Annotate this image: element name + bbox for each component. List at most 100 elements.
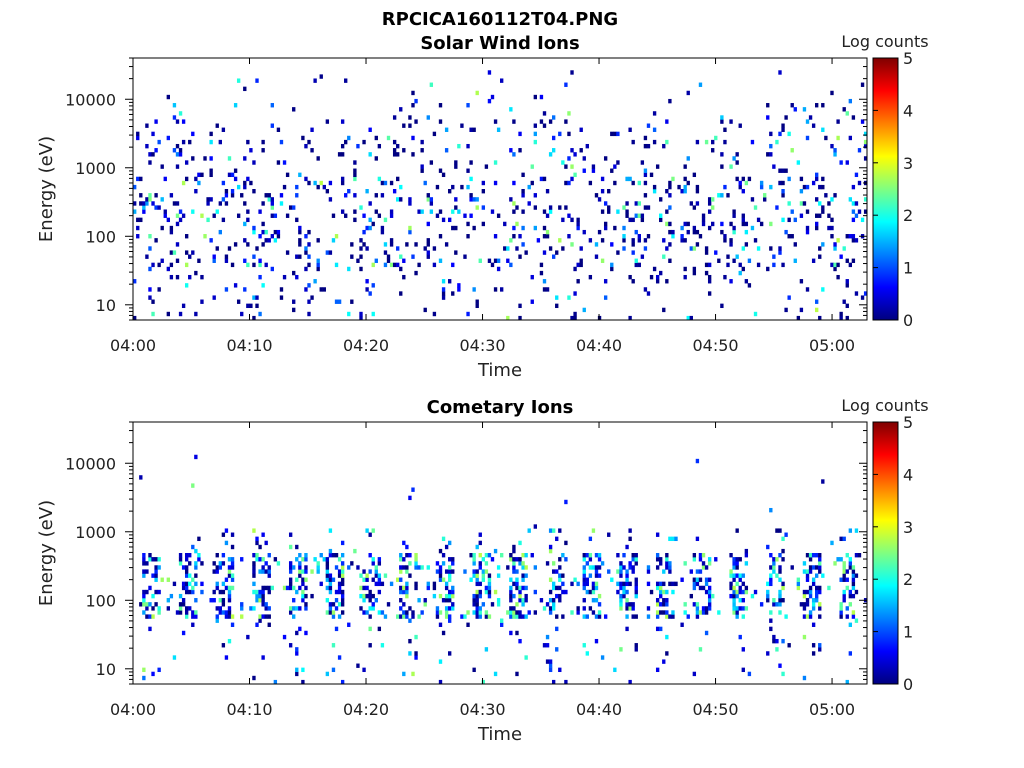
spectrogram-cell <box>680 238 684 243</box>
spectrogram-cell <box>396 197 400 202</box>
spectrogram-cell <box>475 593 479 599</box>
spectrogram-cell <box>585 577 589 582</box>
spectrogram-cell <box>692 553 697 558</box>
spectrogram-cell <box>365 246 369 251</box>
spectrogram-cell <box>469 577 473 582</box>
spectrogram-cell <box>808 614 813 619</box>
spectrogram-cell <box>380 229 385 235</box>
spectrogram-cell <box>600 209 605 214</box>
spectrogram-cell <box>426 254 430 259</box>
spectrogram-cell <box>255 557 259 562</box>
spectrogram-cell <box>839 557 843 562</box>
spectrogram-cell <box>227 585 232 591</box>
spectrogram-cell <box>659 217 663 223</box>
spectrogram-cell <box>815 565 819 570</box>
spectrogram-cell <box>839 577 843 582</box>
y-axis-label: Energy (eV) <box>36 500 57 606</box>
spectrogram-cell <box>643 238 648 243</box>
spectrogram-cell <box>659 610 663 615</box>
spectrogram-cell <box>408 225 412 231</box>
spectrogram-cell <box>481 189 486 194</box>
spectrogram-cell <box>778 168 782 173</box>
spectrogram-cell <box>512 569 516 574</box>
spectrogram-cell <box>435 614 440 619</box>
spectrogram-cell <box>307 229 311 235</box>
spectrogram-cell <box>316 258 320 263</box>
spectrogram-cell <box>396 143 400 149</box>
spectrogram-cell <box>790 209 794 214</box>
spectrogram-cell <box>246 139 250 145</box>
spectrogram-cell <box>414 565 418 570</box>
x-tick-label: 04:40 <box>576 336 622 355</box>
spectrogram-cell <box>316 565 320 570</box>
spectrogram-cell <box>649 172 654 178</box>
x-tick-label: 04:40 <box>576 700 622 719</box>
spectrogram-cell <box>307 180 311 186</box>
spectrogram-cell <box>787 643 791 648</box>
spectrogram-cell <box>692 602 697 607</box>
spectrogram-cell <box>328 528 333 533</box>
spectrogram-cell <box>655 565 660 570</box>
plot-area <box>132 57 868 321</box>
spectrogram-cell <box>322 184 326 190</box>
spectrogram-cell <box>787 201 791 206</box>
spectrogram-cell <box>172 103 177 108</box>
spectrogram-cell <box>512 234 516 239</box>
spectrogram-cell <box>255 303 259 309</box>
spectrogram-cell <box>191 614 195 619</box>
spectrogram-cell <box>441 172 446 178</box>
spectrogram-cell <box>243 180 247 186</box>
spectrogram-cell <box>741 614 745 619</box>
spectrogram-cell <box>585 561 589 566</box>
spectrogram-cell <box>573 152 577 157</box>
spectrogram-cell <box>368 532 372 537</box>
spectrogram-cell <box>194 610 198 615</box>
spectrogram-cell <box>610 168 614 173</box>
spectrogram-cell <box>518 148 522 153</box>
spectrogram-cell <box>665 119 669 124</box>
spectrogram-cell <box>175 213 180 218</box>
spectrogram-cell <box>802 602 807 607</box>
spectrogram-cell <box>469 213 473 218</box>
spectrogram-cell <box>288 205 293 210</box>
spectrogram-cell <box>851 593 856 599</box>
spectrogram-cell <box>200 213 204 218</box>
spectrogram-cell <box>536 238 541 243</box>
spectrogram-cell <box>738 589 742 595</box>
spectrogram-cell <box>821 103 825 108</box>
spectrogram-cell <box>509 197 513 202</box>
spectrogram-cell <box>374 569 378 574</box>
spectrogram-cell <box>402 602 406 607</box>
spectrogram-cell <box>518 557 522 562</box>
spectrogram-cell <box>548 589 553 595</box>
spectrogram-cell <box>481 679 486 685</box>
spectrogram-cell <box>744 553 749 558</box>
spectrogram-cell <box>603 279 608 284</box>
spectrogram-cell <box>509 238 513 243</box>
spectrogram-cell <box>261 614 265 619</box>
spectrogram-cell <box>720 193 724 198</box>
spectrogram-cell <box>288 643 293 648</box>
spectrogram-cell <box>646 205 651 210</box>
spectrogram-cell <box>166 217 170 223</box>
spectrogram-cell <box>738 557 742 562</box>
spectrogram-cell <box>723 184 727 190</box>
spectrogram-cell <box>802 606 807 611</box>
spectrogram-cell <box>533 589 537 595</box>
spectrogram-cell <box>209 172 213 178</box>
spectrogram-cell <box>136 225 140 231</box>
spectrogram-cell <box>493 258 498 263</box>
spectrogram-cell <box>304 553 308 558</box>
spectrogram-cell <box>548 659 553 664</box>
spectrogram-cell <box>744 561 749 566</box>
spectrogram-cell <box>292 205 296 210</box>
spectrogram-cell <box>732 258 736 263</box>
spectrogram-cell <box>206 197 210 202</box>
spectrogram-cell <box>340 565 345 570</box>
spectrogram-cell <box>344 139 348 145</box>
spectrogram-cell <box>512 180 516 186</box>
spectrogram-cell <box>221 217 226 223</box>
spectrogram-cell <box>631 238 635 243</box>
spectrogram-cell <box>374 573 378 578</box>
spectrogram-cell <box>166 606 170 611</box>
